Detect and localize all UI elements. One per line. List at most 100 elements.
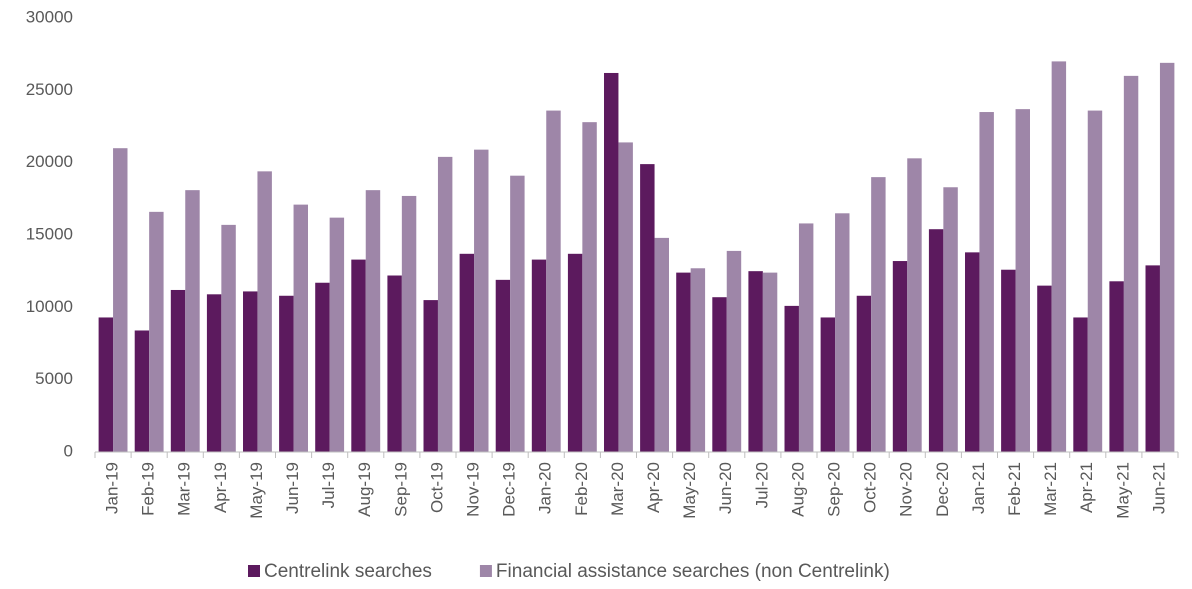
- bar: [257, 171, 272, 452]
- y-tick-label: 30000: [26, 7, 73, 26]
- x-tick-label: Sep-19: [391, 462, 410, 517]
- x-tick-label: Apr-21: [1077, 462, 1096, 513]
- bar: [928, 229, 944, 452]
- bar: [329, 217, 345, 452]
- bar: [149, 211, 164, 452]
- x-tick-label: Apr-19: [211, 462, 230, 513]
- x-tick-label: Oct-20: [861, 462, 880, 513]
- x-tick-label: Oct-19: [427, 462, 446, 513]
- bar: [835, 213, 850, 452]
- x-tick-label: May-21: [1113, 462, 1132, 519]
- bar: [98, 317, 114, 452]
- legend-swatch: [479, 565, 492, 577]
- bar: [748, 271, 763, 452]
- bar: [185, 190, 200, 453]
- bar: [1073, 317, 1088, 452]
- bar: [279, 295, 294, 452]
- bar: [567, 253, 583, 452]
- bar: [979, 112, 994, 453]
- bar: [459, 253, 475, 452]
- bar: [1015, 109, 1030, 452]
- bar: [1123, 75, 1139, 452]
- bar: [113, 148, 128, 452]
- x-tick-label: Jan-19: [103, 462, 122, 514]
- bar: [365, 190, 381, 453]
- bar: [401, 195, 417, 452]
- x-tick-label: Jun-19: [283, 462, 302, 514]
- bar: [892, 261, 908, 452]
- bar: [726, 250, 742, 452]
- y-tick-label: 20000: [26, 152, 73, 171]
- bar: [604, 72, 619, 453]
- bar: [965, 252, 980, 452]
- x-tick-label: Jun-21: [1149, 462, 1168, 514]
- x-tick-label: Jul-19: [319, 462, 338, 508]
- bar: [784, 305, 799, 452]
- bar: [387, 275, 402, 452]
- x-tick-label: Dec-19: [500, 462, 519, 517]
- bar: [762, 272, 778, 452]
- bar: [474, 149, 489, 452]
- bar: [546, 110, 561, 452]
- bar: [531, 259, 547, 452]
- y-tick-label: 15000: [26, 224, 73, 243]
- bar: [170, 289, 186, 452]
- x-tick-label: Sep-20: [825, 462, 844, 517]
- bar: [1051, 61, 1067, 453]
- x-tick-label: May-19: [247, 462, 266, 519]
- bar: [243, 291, 258, 452]
- x-tick-label: Aug-20: [788, 462, 807, 517]
- bar: [712, 297, 727, 452]
- bar: [437, 156, 453, 452]
- bar: [1109, 281, 1124, 452]
- bar: [1001, 269, 1016, 452]
- y-tick-label: 5000: [35, 369, 73, 388]
- bar: [820, 317, 836, 452]
- x-tick-label: Nov-20: [897, 462, 916, 517]
- bar: [495, 279, 511, 452]
- x-tick-label: Jan-20: [536, 462, 555, 514]
- bar: [1087, 110, 1103, 452]
- legend-label: Centrelink searches: [264, 561, 432, 582]
- bar: [1159, 62, 1175, 452]
- x-tick-label: Mar-21: [1041, 462, 1060, 516]
- legend-swatch: [248, 565, 260, 577]
- bar: [871, 177, 886, 452]
- bar: [943, 187, 958, 452]
- bar: [690, 268, 706, 452]
- y-tick-label: 0: [64, 441, 73, 460]
- bar: [676, 272, 691, 452]
- bar: [221, 224, 236, 452]
- bar: [654, 237, 669, 452]
- y-tick-label: 25000: [26, 80, 73, 99]
- x-tick-label: Jun-20: [716, 462, 735, 514]
- x-tick-label: Apr-20: [644, 462, 663, 513]
- x-tick-label: Feb-21: [1005, 462, 1024, 516]
- x-tick-label: Jan-21: [969, 462, 988, 514]
- x-tick-label: Mar-20: [608, 462, 627, 516]
- bar: [351, 259, 366, 452]
- x-tick-label: Aug-19: [355, 462, 374, 517]
- bar: [582, 122, 597, 452]
- y-tick-label: 10000: [26, 297, 73, 316]
- bar: [798, 223, 814, 452]
- x-tick-label: Nov-19: [464, 462, 483, 517]
- legend-label: Financial assistance searches (non Centr…: [496, 561, 890, 582]
- x-tick-label: Jul-20: [752, 462, 771, 508]
- x-tick-label: Dec-20: [933, 462, 952, 517]
- bar: [293, 204, 308, 452]
- x-tick-label: May-20: [680, 462, 699, 519]
- bar: [423, 300, 438, 452]
- bar: [907, 158, 922, 452]
- bar: [134, 330, 150, 452]
- x-tick-label: Feb-19: [139, 462, 158, 516]
- bar: [618, 142, 633, 452]
- x-tick-label: Feb-20: [572, 462, 591, 516]
- bar: [856, 295, 872, 452]
- bar: [315, 282, 330, 452]
- bar: [510, 175, 525, 453]
- bar: [1145, 265, 1160, 452]
- x-tick-label: Mar-19: [175, 462, 194, 516]
- bar: [206, 294, 222, 452]
